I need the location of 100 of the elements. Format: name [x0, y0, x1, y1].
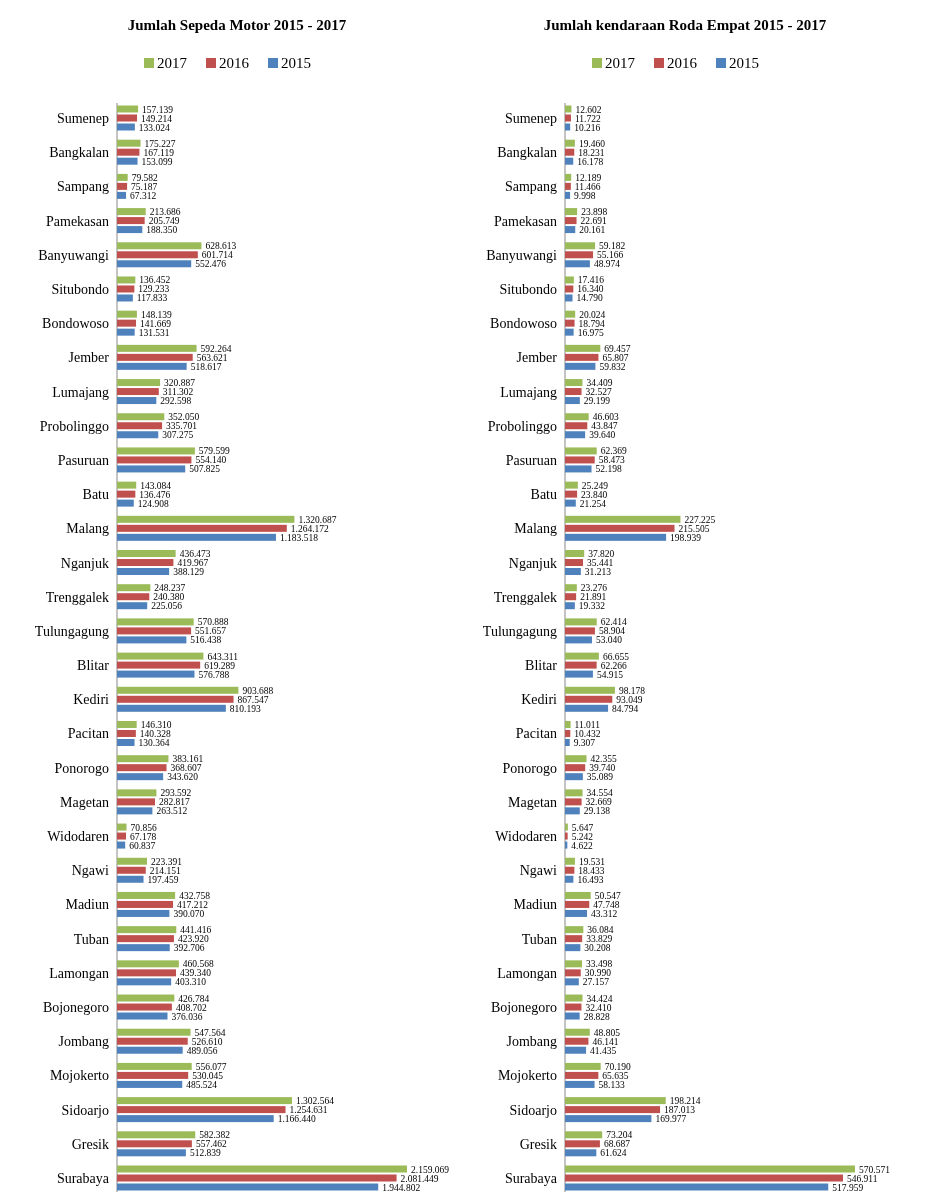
bar — [117, 139, 141, 147]
data-label: 69.457 — [604, 343, 631, 354]
bar — [117, 388, 159, 396]
data-label: 320.887 — [164, 378, 196, 389]
y-tick-label: Nganjuk — [60, 555, 109, 571]
data-label: 563.621 — [196, 352, 228, 363]
bar — [565, 276, 574, 284]
y-tick-label: Tulungagung — [34, 623, 109, 639]
bar — [117, 935, 174, 943]
bar — [117, 559, 174, 567]
y-tick-label: Gresik — [71, 1136, 109, 1152]
data-label: 23.840 — [581, 489, 608, 500]
data-label: 18.794 — [578, 318, 605, 329]
bar — [117, 738, 135, 746]
bar — [565, 1062, 601, 1070]
bar — [565, 1012, 580, 1020]
y-tick-label: Mojokerto — [497, 1068, 557, 1084]
bar — [117, 1115, 274, 1123]
bar — [565, 568, 581, 576]
bar — [565, 251, 594, 259]
data-label: 12.602 — [575, 104, 602, 115]
bar — [117, 515, 295, 523]
y-tick-label: Surabaya — [504, 1171, 558, 1186]
bar — [565, 823, 568, 831]
data-label: 27.157 — [582, 977, 610, 988]
bar — [565, 226, 576, 234]
bar — [565, 729, 571, 737]
y-tick-label: Tuban — [73, 931, 109, 947]
data-label: 810.193 — [229, 703, 261, 714]
bar — [565, 319, 575, 327]
bar — [565, 344, 601, 352]
y-tick-label: Batu — [82, 487, 109, 503]
bar — [565, 652, 599, 660]
bar — [565, 148, 575, 156]
data-label: 19.460 — [578, 138, 606, 149]
bar — [117, 208, 146, 216]
data-label: 16.493 — [577, 874, 604, 885]
bar — [117, 773, 164, 781]
bar — [117, 217, 145, 225]
data-label: 65.807 — [602, 352, 629, 363]
data-label: 70.190 — [604, 1061, 632, 1072]
data-label: 18.433 — [578, 865, 605, 876]
data-label: 32.410 — [585, 1002, 612, 1013]
bar — [117, 533, 276, 541]
bar — [117, 686, 239, 694]
bar — [565, 857, 575, 865]
y-tick-label: Bangkalan — [49, 145, 109, 161]
data-label: 61.624 — [600, 1148, 627, 1159]
bar — [117, 276, 136, 284]
bar — [565, 465, 592, 473]
data-label: 530.045 — [192, 1070, 224, 1081]
data-label: 11.011 — [574, 719, 601, 730]
bar — [565, 1183, 829, 1191]
data-label: 29.199 — [583, 396, 611, 407]
data-label: 18.231 — [578, 147, 605, 158]
data-label: 215.505 — [678, 523, 710, 534]
data-label: 5.647 — [571, 822, 594, 833]
y-tick-label: Batu — [530, 487, 557, 503]
legend-label: 2015 — [281, 55, 311, 71]
bar — [565, 515, 681, 523]
legend-label: 2017 — [157, 55, 188, 71]
data-label: 143.084 — [140, 480, 172, 491]
data-label: 197.459 — [147, 874, 179, 885]
chart-title: Jumlah kendaraan Roda Empat 2015 - 2017 — [543, 17, 827, 33]
bar — [117, 1140, 192, 1148]
bar — [565, 310, 576, 318]
data-label: 34.409 — [586, 378, 613, 389]
y-tick-label: Lumajang — [500, 384, 557, 400]
y-tick-label: Pasuruan — [57, 452, 109, 468]
y-tick-label: Tulungagung — [482, 623, 557, 639]
bar — [565, 1071, 599, 1079]
data-label: 21.891 — [580, 592, 607, 603]
data-label: 62.414 — [600, 617, 628, 628]
bar — [117, 832, 127, 840]
bar — [565, 182, 571, 190]
data-label: 263.512 — [156, 806, 188, 817]
bar — [117, 397, 157, 405]
data-label: 167.119 — [143, 147, 175, 158]
data-label: 1.944.802 — [382, 1182, 421, 1192]
data-label: 526.610 — [191, 1036, 223, 1047]
data-label: 426.784 — [178, 993, 210, 1004]
data-label: 403.310 — [175, 977, 207, 988]
y-tick-label: Probolinggo — [39, 418, 109, 434]
bar — [117, 431, 159, 439]
bar — [117, 251, 198, 259]
data-label: 55.166 — [597, 250, 624, 261]
data-label: 248.237 — [154, 583, 186, 594]
data-label: 130.364 — [138, 737, 170, 748]
bar — [117, 602, 148, 610]
data-label: 1.302.564 — [295, 1096, 335, 1107]
data-label: 124.908 — [137, 498, 169, 509]
bar — [565, 422, 588, 430]
data-label: 73.204 — [606, 1130, 633, 1141]
bar — [565, 969, 581, 977]
data-label: 53.040 — [595, 635, 623, 646]
y-tick-label: Sidoarjo — [61, 1102, 109, 1118]
data-label: 240.380 — [153, 592, 185, 603]
data-label: 131.531 — [138, 327, 170, 338]
bar — [117, 568, 170, 576]
data-label: 223.391 — [151, 856, 183, 867]
